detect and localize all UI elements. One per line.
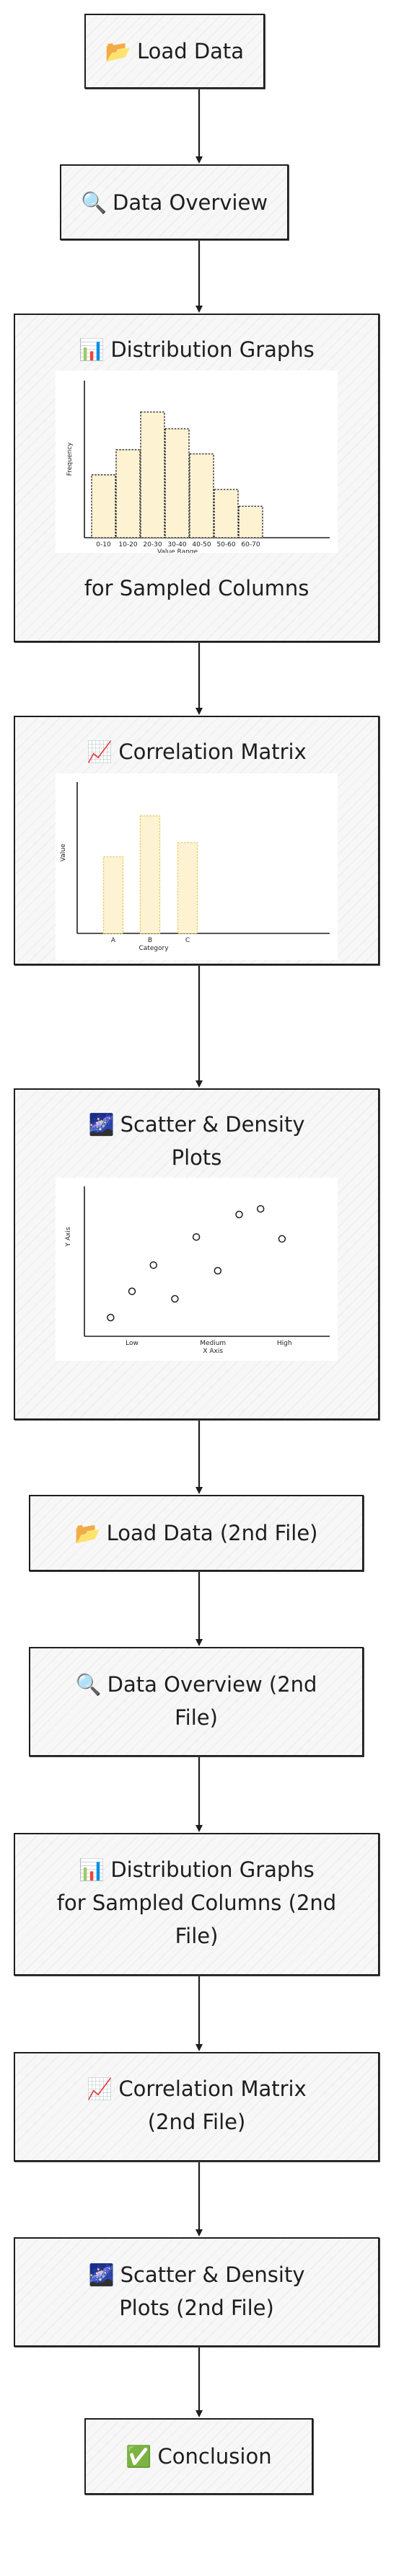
node-label-line2: (2nd File) [147,2110,246,2134]
distribution-chart: 0-10 10-20 20-30 30-40 40-50 50-60 60-70 Value … [56,370,338,553]
x-tick-label: 10-20 [118,541,137,548]
node-label-line2: Plots (2nd File) [119,2296,274,2320]
x-tick-label: 50-60 [216,541,235,548]
bar [139,815,161,934]
scatter-point [278,1235,286,1243]
conclusion-node: ✅ Conclusion [84,2418,313,2495]
node-label: Load Data [137,39,245,63]
load-data-2-node: 📂 Load Data (2nd File) [29,1495,364,1571]
distribution-graphs-node: 📊 Distribution Graphs 0-10 10-20 20-30 30-40… [14,314,379,642]
data-overview-node: 🔍 Data Overview [60,164,289,240]
node-label: Distribution Graphs [110,337,315,362]
x-tick-label: B [148,937,152,944]
x-tick-label: 0-10 [96,541,111,548]
scatter-chart: Low Medium High X Axis Y Axis [56,1178,338,1361]
histogram-bar [115,449,141,538]
histogram-bar [91,474,116,538]
line-chart-icon: 📈 [87,740,113,764]
node-label-line2: Plots [171,1145,222,1170]
histogram-bar [164,428,190,538]
folder-icon: 📂 [74,1521,101,1545]
load-data-node: 📂 Load Data [84,14,265,89]
histogram-bar [238,505,263,538]
scatter-point [149,1261,157,1269]
y-axis-label: Frequency [66,442,74,476]
node-label-line3: File) [175,1924,219,1948]
node-label: Data Overview (2nd [107,1672,317,1697]
x-axis-label: Value Range [157,548,198,553]
node-label: Correlation Matrix [118,740,307,764]
node-label: Correlation Matrix [118,2077,307,2101]
distribution-graphs-2-node: 📊 Distribution Graphs for Sampled Columns… [14,1833,379,1976]
x-tick-label: 40-50 [192,541,211,548]
magnifier-icon: 🔍 [75,1672,102,1697]
bar-chart-icon: 📊 [79,1857,105,1882]
bar [102,856,124,934]
node-label: Scatter & Density [120,2262,305,2287]
x-axis-label: X Axis [203,1348,223,1355]
scatter-point [235,1210,243,1219]
scatter-density-node: 🌌 Scatter & Density Plots Low Medium High X … [14,1088,379,1420]
correlation-matrix-2-node: 📈 Correlation Matrix (2nd File) [14,2052,379,2162]
histogram-bar [140,411,165,538]
x-tick-label: C [185,937,190,944]
histogram-bar [214,489,239,538]
x-tick-label: 20-30 [143,541,162,548]
bar [177,842,198,934]
magnifier-icon: 🔍 [80,190,107,215]
node-label-line2: File) [175,1705,218,1730]
folder-icon: 📂 [105,39,132,63]
x-tick-label: A [111,937,116,944]
histogram-bar [189,453,214,538]
milky-way-icon: 🌌 [88,1112,115,1137]
scatter-point [107,1313,115,1322]
x-tick-label: Low [126,1340,139,1347]
scatter-point [256,1204,265,1213]
node-label: Scatter & Density [120,1112,305,1137]
node-label: Load Data (2nd File) [106,1521,318,1545]
node-label-line2: for Sampled Columns [84,576,309,600]
correlation-chart: A B C Category Value [56,773,338,960]
scatter-point [192,1233,201,1241]
scatter-point [128,1287,136,1295]
x-axis-label: Category [139,945,169,952]
check-mark-icon: ✅ [126,2444,152,2469]
node-label: Distribution Graphs [110,1857,315,1882]
bar-chart-icon: 📊 [79,337,105,362]
milky-way-icon: 🌌 [88,2262,115,2287]
correlation-matrix-node: 📈 Correlation Matrix A B C Category Value [14,716,379,965]
node-label: Data Overview [113,190,268,215]
scatter-point [171,1294,179,1303]
x-tick-label: High [277,1340,292,1347]
node-label-line2: for Sampled Columns (2nd [56,1891,337,1915]
data-overview-2-node: 🔍 Data Overview (2nd File) [29,1647,364,1756]
line-chart-icon: 📈 [87,2077,113,2101]
scatter-point [214,1266,222,1275]
x-tick-label: Medium [200,1340,226,1347]
scatter-density-2-node: 🌌 Scatter & Density Plots (2nd File) [14,2237,379,2347]
node-label: Conclusion [157,2444,272,2469]
x-tick-label: 60-70 [241,541,260,548]
x-tick-label: 30-40 [167,541,186,548]
y-axis-label: Y Axis [65,1227,72,1247]
y-axis-label: Value [60,843,67,861]
